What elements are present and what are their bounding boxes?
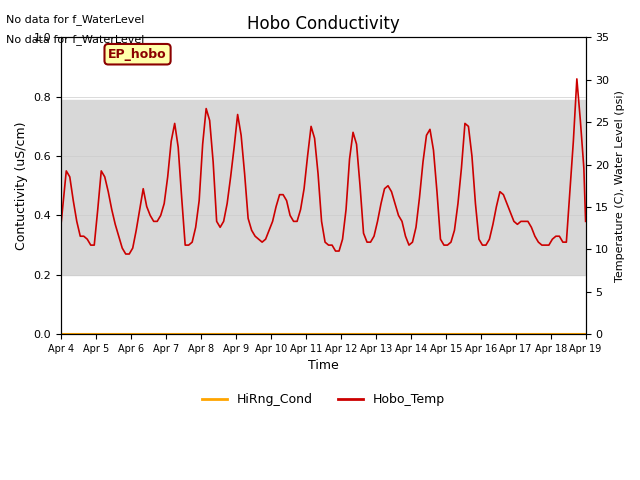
Y-axis label: Contuctivity (uS/cm): Contuctivity (uS/cm) <box>15 121 28 250</box>
X-axis label: Time: Time <box>308 360 339 372</box>
Text: No data for f_WaterLevel: No data for f_WaterLevel <box>6 34 145 45</box>
Bar <box>61 100 586 275</box>
Legend: HiRng_Cond, Hobo_Temp: HiRng_Cond, Hobo_Temp <box>196 388 450 411</box>
Text: No data for f_WaterLevel: No data for f_WaterLevel <box>6 14 145 25</box>
Y-axis label: Temperature (C), Water Level (psi): Temperature (C), Water Level (psi) <box>615 90 625 282</box>
Title: Hobo Conductivity: Hobo Conductivity <box>247 15 400 33</box>
Text: EP_hobo: EP_hobo <box>108 48 167 61</box>
